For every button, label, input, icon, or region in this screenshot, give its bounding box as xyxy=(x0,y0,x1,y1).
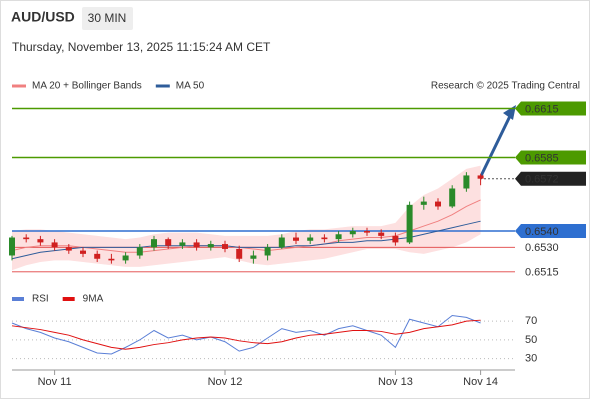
candle-body xyxy=(94,253,101,259)
credit: Research © 2025 Trading Central xyxy=(431,81,580,92)
rsi-line xyxy=(11,319,481,350)
level-box xyxy=(515,171,586,186)
y-tick-label: 30 xyxy=(525,353,537,365)
bollinger-band xyxy=(12,165,481,271)
candle-body xyxy=(378,232,385,236)
candle-body xyxy=(406,204,413,243)
level-label: 0.6572 xyxy=(525,174,559,186)
symbol: AUD/USD xyxy=(11,9,75,25)
datetime: Thursday, November 13, 2025 11:15:24 AM … xyxy=(12,40,271,54)
legend-label: MA 20 + Bollinger Bands xyxy=(32,81,142,92)
candle-body xyxy=(236,248,243,259)
x-tick-label: Nov 12 xyxy=(208,376,243,388)
timeframe-box xyxy=(82,7,133,30)
level-label: 0.6530 xyxy=(525,242,559,254)
level-label: 0.6615 xyxy=(525,103,559,115)
legend-label: 9MA xyxy=(83,294,104,305)
candle-body xyxy=(420,201,427,205)
x-tick-label: Nov 11 xyxy=(38,376,72,388)
candle-body xyxy=(435,201,441,207)
candle-body xyxy=(165,239,172,246)
candle-body xyxy=(179,242,186,246)
candle-body xyxy=(364,230,370,233)
level-box xyxy=(515,101,586,116)
level-box xyxy=(515,223,586,238)
candle-body xyxy=(321,237,328,240)
candle-body xyxy=(65,247,72,251)
candle-body xyxy=(207,244,214,248)
candle-body xyxy=(136,247,143,256)
candle-body xyxy=(477,175,484,179)
candle-body xyxy=(151,239,157,248)
candle-body xyxy=(9,237,15,256)
ma-line xyxy=(11,199,481,253)
level-label: 0.6515 xyxy=(525,267,559,279)
x-tick-label: Nov 14 xyxy=(463,376,498,388)
forecast-arrow xyxy=(478,115,512,179)
y-tick-label: 50 xyxy=(525,334,537,346)
candle-body xyxy=(37,239,44,243)
ma-line xyxy=(11,220,481,260)
candle-body xyxy=(222,244,228,249)
legend-label: MA 50 xyxy=(176,81,205,92)
level-label: 0.6585 xyxy=(525,152,559,164)
candle-body xyxy=(349,230,356,235)
candle-body xyxy=(193,242,200,248)
candle-body xyxy=(51,242,58,248)
legend-label: RSI xyxy=(32,294,49,305)
candle-body xyxy=(80,250,86,254)
candle-body xyxy=(335,234,342,240)
candle-body xyxy=(463,175,470,189)
candle-body xyxy=(278,237,285,248)
level-box xyxy=(515,150,586,165)
candle-body xyxy=(250,255,257,259)
legend-swatch xyxy=(12,297,24,301)
x-tick-label: Nov 13 xyxy=(378,376,413,388)
timeframe: 30 MIN xyxy=(88,11,127,25)
candle-body xyxy=(264,247,271,256)
candle-body xyxy=(122,255,129,261)
candle-body xyxy=(108,258,115,261)
candle-body xyxy=(392,235,399,243)
candle-body xyxy=(293,237,299,241)
y-tick-label: 70 xyxy=(525,315,537,327)
candle-body xyxy=(307,237,314,241)
candle-body xyxy=(449,188,456,207)
legend-swatch xyxy=(62,297,75,301)
level-label: 0.6540 xyxy=(525,226,559,238)
candle-body xyxy=(23,237,30,240)
